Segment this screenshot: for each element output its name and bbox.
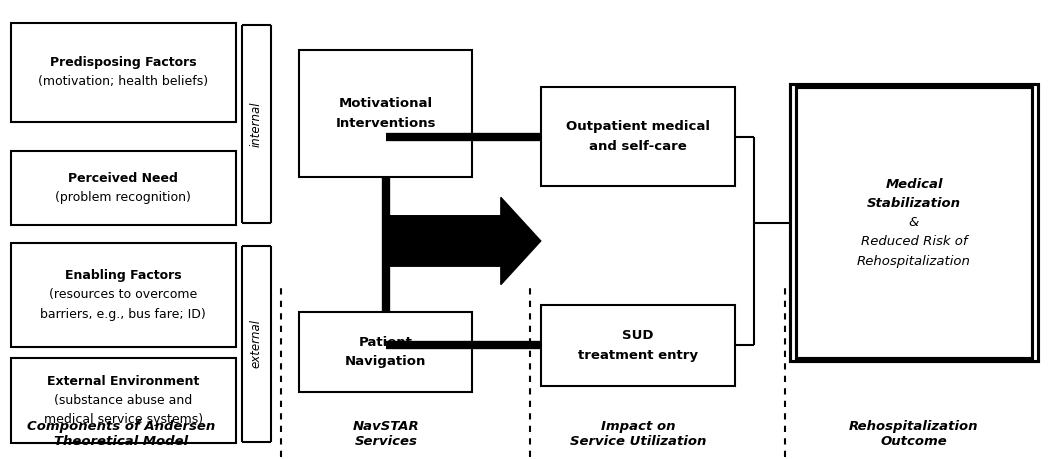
- FancyBboxPatch shape: [10, 23, 236, 122]
- FancyBboxPatch shape: [796, 87, 1032, 358]
- Text: SUD: SUD: [622, 329, 653, 342]
- Text: Reduced Risk of: Reduced Risk of: [861, 235, 967, 248]
- Text: barriers, e.g., bus fare; ID): barriers, e.g., bus fare; ID): [41, 308, 206, 321]
- Text: Motivational: Motivational: [339, 97, 433, 111]
- Text: external: external: [250, 319, 262, 368]
- Text: treatment entry: treatment entry: [578, 348, 698, 362]
- FancyBboxPatch shape: [10, 151, 236, 225]
- Text: (substance abuse and: (substance abuse and: [55, 394, 192, 407]
- Text: Predisposing Factors: Predisposing Factors: [50, 56, 196, 69]
- FancyBboxPatch shape: [10, 358, 236, 443]
- Text: Enabling Factors: Enabling Factors: [65, 269, 182, 282]
- Text: Outpatient medical: Outpatient medical: [566, 120, 710, 134]
- Text: NavSTAR
Services: NavSTAR Services: [353, 420, 420, 448]
- Text: External Environment: External Environment: [47, 375, 200, 388]
- Text: Rehospitalization: Rehospitalization: [857, 255, 971, 268]
- Text: (problem recognition): (problem recognition): [56, 191, 191, 204]
- FancyBboxPatch shape: [541, 87, 735, 186]
- Text: Navigation: Navigation: [345, 355, 426, 369]
- Text: Patient: Patient: [359, 336, 413, 349]
- FancyBboxPatch shape: [299, 50, 472, 177]
- FancyBboxPatch shape: [10, 243, 236, 347]
- Text: Perceived Need: Perceived Need: [68, 172, 178, 185]
- FancyBboxPatch shape: [790, 84, 1038, 361]
- Text: Interventions: Interventions: [336, 117, 436, 130]
- Polygon shape: [386, 197, 541, 285]
- Text: Components of Andersen
Theoretical Model: Components of Andersen Theoretical Model: [26, 420, 215, 448]
- Text: Medical: Medical: [885, 178, 943, 190]
- Text: internal: internal: [250, 101, 262, 147]
- Text: and self-care: and self-care: [589, 140, 687, 153]
- Text: Stabilization: Stabilization: [867, 197, 961, 210]
- FancyBboxPatch shape: [541, 305, 735, 386]
- FancyBboxPatch shape: [299, 312, 472, 392]
- Text: medical service systems): medical service systems): [44, 413, 203, 426]
- Text: Impact on
Service Utilization: Impact on Service Utilization: [570, 420, 707, 448]
- Text: (motivation; health beliefs): (motivation; health beliefs): [38, 75, 209, 89]
- Text: (resources to overcome: (resources to overcome: [49, 288, 197, 302]
- Text: &: &: [909, 216, 919, 229]
- Text: Rehospitalization
Outcome: Rehospitalization Outcome: [848, 420, 979, 448]
